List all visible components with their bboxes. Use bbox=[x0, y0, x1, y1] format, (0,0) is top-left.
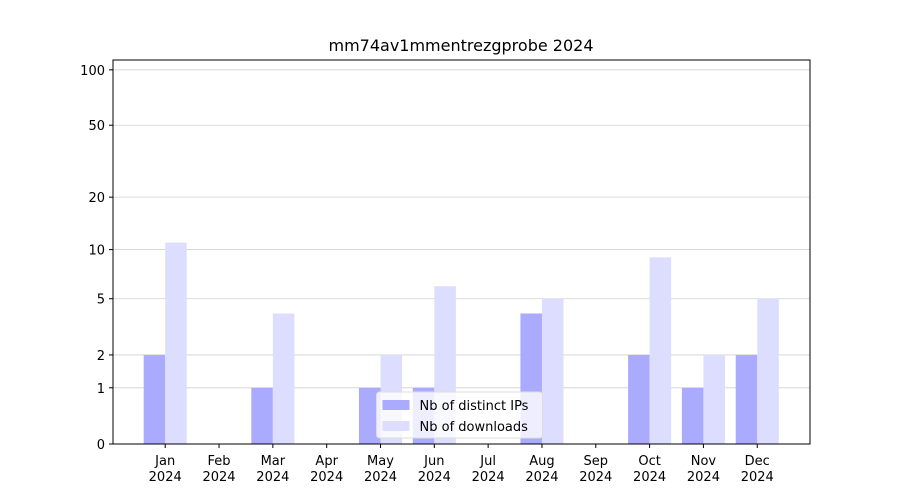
legend-box bbox=[376, 391, 543, 439]
bar bbox=[735, 354, 758, 444]
y-tick-label: 20 bbox=[88, 191, 105, 206]
x-tick-label: Jan 2024 bbox=[149, 454, 182, 485]
x-tick-label: Jul 2024 bbox=[472, 454, 505, 485]
x-tick-label: Sep 2024 bbox=[579, 454, 612, 485]
bar bbox=[143, 354, 166, 444]
y-tick-label: 0 bbox=[97, 438, 105, 453]
y-tick-label: 50 bbox=[88, 119, 105, 134]
x-tick-label: Mar 2024 bbox=[256, 454, 289, 485]
legend-swatch bbox=[382, 400, 410, 410]
plot-frame bbox=[112, 59, 811, 445]
bar bbox=[272, 313, 295, 444]
x-tick-label: Dec 2024 bbox=[741, 454, 774, 485]
y-tick-label: 1 bbox=[97, 382, 105, 397]
x-tick-label: Aug 2024 bbox=[525, 454, 558, 485]
x-tick-label: Feb 2024 bbox=[202, 454, 235, 485]
x-tick-label: Jun 2024 bbox=[418, 454, 451, 485]
y-tick-label: 100 bbox=[80, 64, 105, 79]
x-tick-label: Oct 2024 bbox=[633, 454, 666, 485]
y-tick-label: 2 bbox=[97, 349, 105, 364]
y-tick-label: 5 bbox=[97, 293, 105, 308]
bar bbox=[628, 354, 650, 444]
bar bbox=[681, 387, 704, 444]
bar bbox=[165, 242, 187, 444]
bar bbox=[757, 298, 779, 444]
bar bbox=[251, 387, 273, 444]
legend-swatch bbox=[382, 421, 410, 431]
y-tick-label: 10 bbox=[88, 244, 105, 259]
bar bbox=[541, 298, 564, 444]
x-tick-label: Apr 2024 bbox=[310, 454, 343, 485]
legend-label: Nb of downloads bbox=[420, 420, 529, 435]
chart-title: mm74av1mmentrezgprobe 2024 bbox=[328, 36, 593, 55]
legend-label: Nb of distinct IPs bbox=[420, 399, 529, 414]
bar bbox=[703, 354, 725, 444]
bar bbox=[649, 257, 672, 444]
bar bbox=[358, 387, 381, 444]
x-tick-label: Nov 2024 bbox=[687, 454, 720, 485]
x-tick-label: May 2024 bbox=[364, 454, 397, 485]
